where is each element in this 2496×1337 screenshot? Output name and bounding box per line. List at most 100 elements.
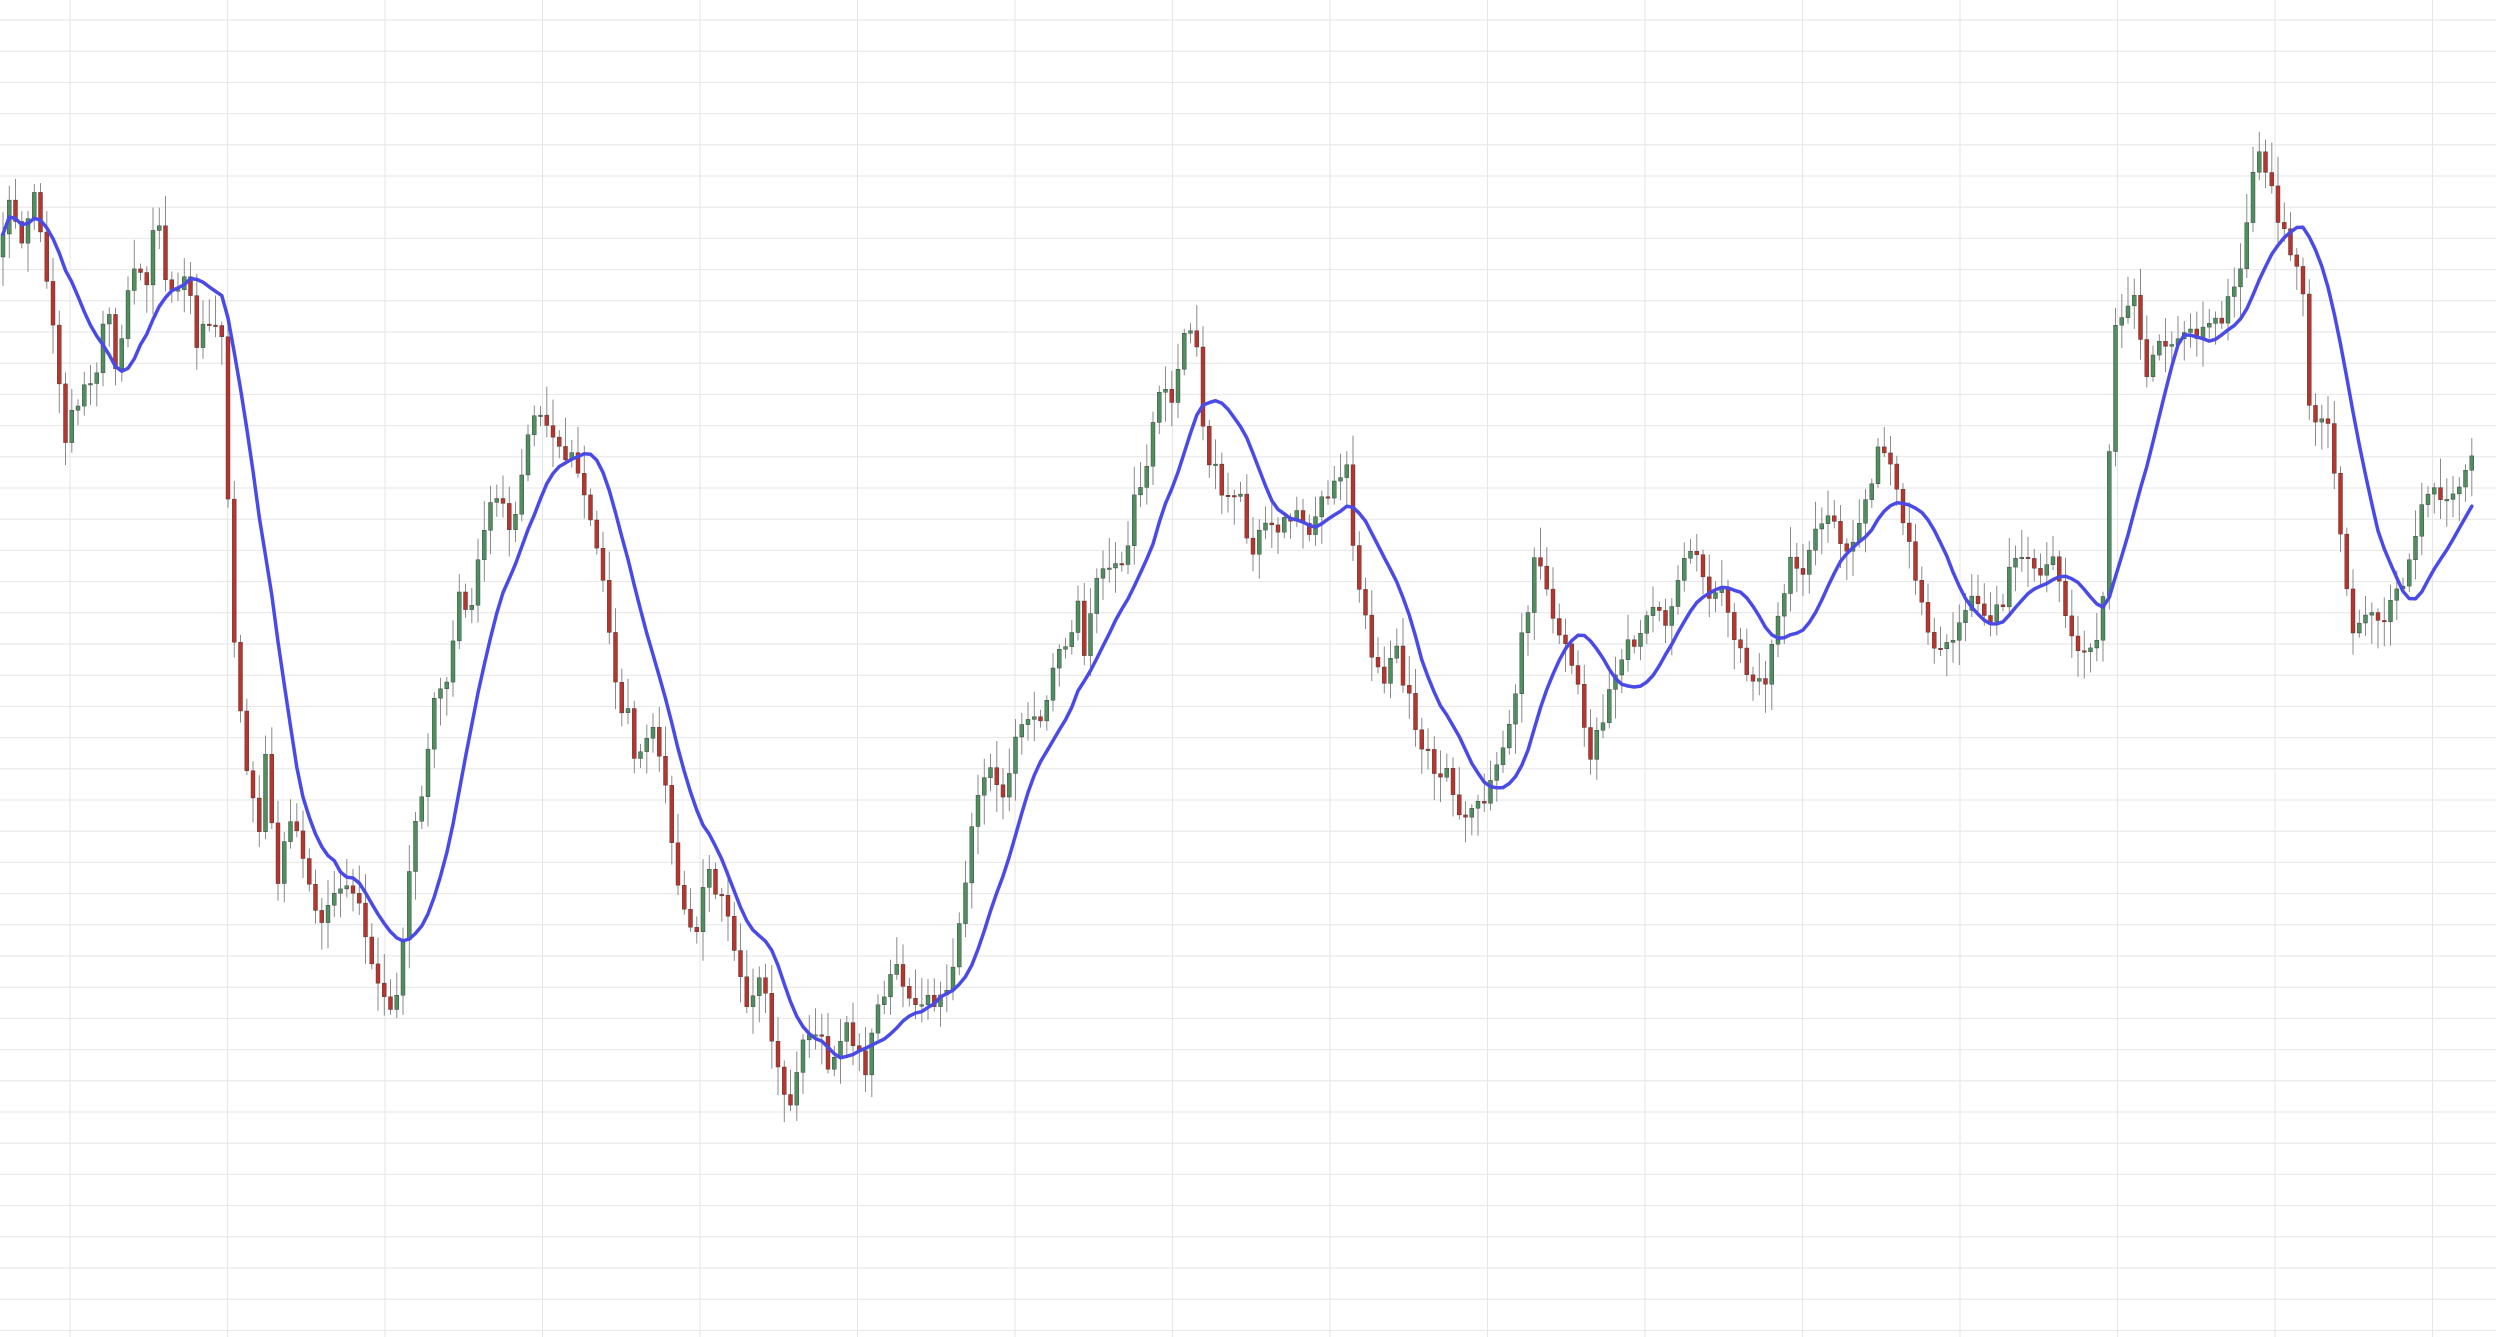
- candle-225: [1407, 655, 1412, 719]
- candle-body-up: [513, 514, 518, 530]
- candle-391: [2444, 478, 2450, 527]
- candle-body-up: [832, 1056, 837, 1070]
- candle-body-up: [1875, 446, 1881, 484]
- candle-212: [1325, 480, 1331, 505]
- candle-body-up: [338, 888, 343, 894]
- candle-376: [2350, 569, 2356, 655]
- candle-115: [719, 888, 724, 922]
- candle-99: [619, 668, 624, 727]
- candle-body-up: [875, 1004, 881, 1034]
- candle-body-down: [275, 822, 281, 884]
- candle-122: [763, 963, 768, 1013]
- candle-69: [432, 692, 437, 768]
- candle-body-up: [2363, 614, 2368, 624]
- candle-322: [2013, 545, 2018, 592]
- candle-body-down: [1275, 524, 1281, 533]
- candle-body-up: [1782, 593, 1787, 617]
- candle-body-down: [2082, 650, 2087, 653]
- candle-body-down: [313, 884, 318, 911]
- candle-47: [294, 803, 299, 838]
- candle-body-down: [607, 580, 612, 633]
- candle-body-down: [1225, 495, 1231, 497]
- candle-97: [607, 551, 612, 645]
- candle-body-down: [1907, 522, 1912, 542]
- candle-body-up: [1075, 600, 1081, 633]
- candle-body-up: [69, 410, 75, 443]
- candle-23: [144, 266, 150, 313]
- candle-73: [457, 574, 462, 649]
- candle-body-down: [507, 503, 512, 530]
- candle-58: [363, 874, 368, 964]
- candle-body-down: [1738, 639, 1743, 649]
- candle-body-up: [919, 1004, 924, 1007]
- candle-395: [2469, 438, 2475, 497]
- candle-body-down: [1588, 727, 1593, 760]
- candle-body-down: [1800, 568, 1806, 575]
- candle-body-down: [1400, 645, 1406, 686]
- candle-215: [1344, 451, 1350, 507]
- candle-body-up: [0, 233, 6, 258]
- candle-body-up: [1182, 333, 1187, 370]
- candle-160: [1000, 768, 1006, 820]
- candle-body-up: [532, 415, 537, 436]
- moving-average-line: [1, 215, 2474, 1060]
- candle-body-down: [294, 821, 299, 832]
- candle-body-up: [1994, 604, 2000, 622]
- candle-190: [1188, 323, 1193, 344]
- candle-172: [1075, 585, 1081, 641]
- candle-body-down: [1425, 748, 1431, 751]
- candle-228: [1425, 728, 1431, 770]
- candle-body-up: [700, 887, 706, 933]
- candle-175: [1094, 568, 1100, 634]
- candle-94: [588, 488, 593, 526]
- candle-body-up: [1319, 496, 1325, 518]
- candle-360: [2250, 146, 2256, 233]
- candle-294: [1838, 505, 1843, 568]
- candle-25: [157, 207, 162, 249]
- candle-335: [2094, 613, 2100, 662]
- candle-body-up: [82, 384, 87, 407]
- candle-75: [469, 587, 474, 624]
- candle-278: [1738, 627, 1743, 663]
- candle-163: [1019, 712, 1024, 755]
- candle-body-down: [1194, 330, 1200, 348]
- candle-body-up: [2132, 295, 2137, 307]
- candle-13: [82, 371, 87, 416]
- candle-277: [1732, 603, 1737, 670]
- candle-286: [1788, 527, 1793, 612]
- candle-305: [1907, 502, 1912, 569]
- candle-379: [2369, 602, 2375, 644]
- candle-body-down: [2313, 405, 2318, 423]
- candle-body-down: [2219, 317, 2225, 324]
- candle-77: [482, 501, 487, 582]
- candle-body-down: [1563, 634, 1568, 645]
- candle-321: [2007, 538, 2012, 615]
- candle-248: [1550, 567, 1556, 634]
- candle-body-up: [1125, 545, 1131, 565]
- candle-113: [707, 855, 712, 912]
- candle-body-down: [907, 986, 912, 999]
- candle-body-up: [1775, 615, 1781, 645]
- candle-358: [2238, 243, 2243, 316]
- candle-295: [1844, 538, 1850, 581]
- candle-239: [1494, 752, 1500, 802]
- candle-250: [1563, 618, 1568, 672]
- candle-102: [638, 743, 643, 768]
- candle-body-up: [969, 826, 974, 884]
- candle-body-down: [1632, 639, 1637, 647]
- candle-217: [1357, 531, 1362, 603]
- candle-body-up: [1282, 517, 1287, 533]
- candle-body-down: [144, 272, 150, 286]
- candle-body-down: [1975, 595, 1981, 604]
- candle-body-down: [1450, 768, 1456, 795]
- candle-394: [2463, 464, 2468, 502]
- candle-body-up: [157, 225, 162, 231]
- candle-393: [2457, 477, 2462, 522]
- candle-body-down: [1550, 588, 1556, 619]
- candle-body-down: [1694, 551, 1700, 555]
- candle-body-down: [763, 977, 768, 994]
- candle-body-down: [719, 894, 724, 897]
- candle-body-down: [219, 325, 225, 338]
- candle-body-up: [2119, 317, 2125, 326]
